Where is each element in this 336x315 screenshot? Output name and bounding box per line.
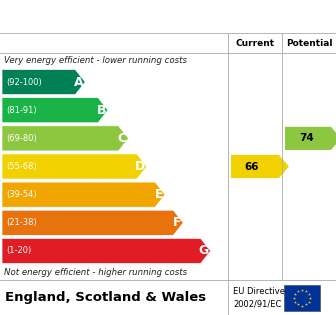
- Text: (69-80): (69-80): [6, 134, 37, 143]
- Text: Current: Current: [236, 38, 275, 48]
- Text: 66: 66: [245, 162, 259, 171]
- Text: (55-68): (55-68): [6, 162, 37, 171]
- Text: (21-38): (21-38): [6, 218, 37, 227]
- Polygon shape: [231, 155, 289, 178]
- Text: EU Directive: EU Directive: [233, 287, 285, 296]
- Polygon shape: [285, 127, 336, 150]
- Text: G: G: [198, 244, 209, 257]
- Text: (81-91): (81-91): [6, 106, 37, 115]
- Polygon shape: [2, 70, 85, 94]
- Polygon shape: [2, 182, 165, 207]
- Polygon shape: [2, 238, 211, 264]
- Text: (1-20): (1-20): [6, 246, 31, 255]
- Polygon shape: [2, 210, 183, 235]
- Text: F: F: [173, 216, 181, 229]
- Text: England, Scotland & Wales: England, Scotland & Wales: [5, 291, 206, 304]
- Text: E: E: [155, 188, 163, 201]
- Polygon shape: [2, 98, 108, 123]
- Polygon shape: [2, 154, 147, 179]
- Polygon shape: [2, 126, 129, 151]
- Text: A: A: [74, 76, 83, 89]
- Text: 2002/91/EC: 2002/91/EC: [233, 299, 281, 308]
- Text: B: B: [96, 104, 106, 117]
- Text: C: C: [118, 132, 127, 145]
- Text: Potential: Potential: [286, 38, 332, 48]
- Text: 74: 74: [300, 133, 314, 143]
- Text: D: D: [134, 160, 145, 173]
- Text: Not energy efficient - higher running costs: Not energy efficient - higher running co…: [4, 268, 187, 277]
- Text: (92-100): (92-100): [6, 77, 42, 87]
- Text: Energy Efficiency Rating: Energy Efficiency Rating: [7, 9, 228, 24]
- Text: Very energy efficient - lower running costs: Very energy efficient - lower running co…: [4, 56, 187, 65]
- Text: (39-54): (39-54): [6, 190, 37, 199]
- FancyBboxPatch shape: [284, 284, 320, 311]
